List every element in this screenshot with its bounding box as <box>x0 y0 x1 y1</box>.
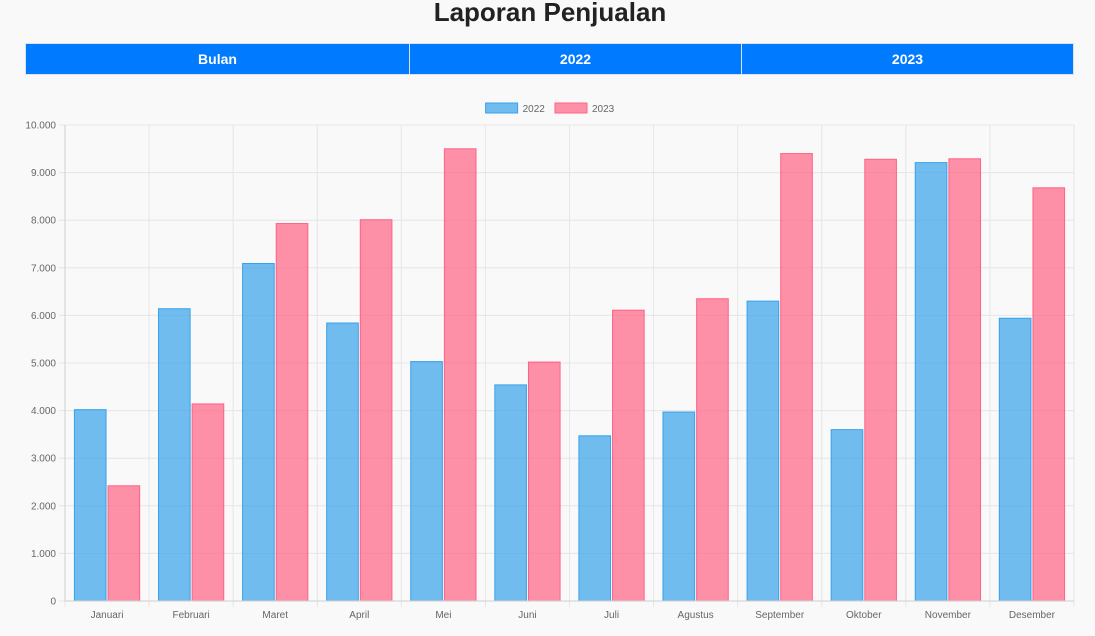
legend-label-2022[interactable]: 2022 <box>523 104 546 115</box>
bar-2022-april[interactable] <box>326 322 359 602</box>
bar-2023-april[interactable] <box>359 219 393 602</box>
chart-legend: 2022 2023 <box>485 102 615 115</box>
bar-2022-maret[interactable] <box>242 263 275 602</box>
x-tick-label: Mei <box>435 610 451 621</box>
bar-2022-juli[interactable] <box>578 435 612 602</box>
legend-swatch-2023[interactable] <box>554 102 588 114</box>
y-tick-label: 2.000 <box>31 501 56 512</box>
x-tick-label: Juli <box>604 610 619 621</box>
y-tick-label: 3.000 <box>31 454 56 465</box>
bar-2022-oktober[interactable] <box>830 429 864 602</box>
bar-2022-februari[interactable] <box>157 308 191 602</box>
y-tick-label: 1.000 <box>31 549 56 560</box>
y-tick-label: 8.000 <box>31 216 56 227</box>
x-tick-label: Maret <box>262 610 288 621</box>
bar-chart-svg: 0 1.000 2.000 3.000 4.000 5.000 6.000 7.000 8.00… <box>25 102 1075 621</box>
y-tick-label: 10.000 <box>25 121 56 132</box>
bar-2023-agustus[interactable] <box>696 298 729 602</box>
bar-2023-juli[interactable] <box>612 309 645 602</box>
axis-layer: 0 1.000 2.000 3.000 4.000 5.000 6.000 7.000 8.00… <box>25 121 1074 621</box>
x-tick-label: Februari <box>173 610 210 621</box>
bar-2023-oktober[interactable] <box>864 158 897 602</box>
bar-2022-juni[interactable] <box>494 384 527 602</box>
bar-2023-maret[interactable] <box>275 223 309 602</box>
bar-2022-desember[interactable] <box>998 317 1032 602</box>
x-tick-label: September <box>755 610 805 621</box>
x-tick-label: Juni <box>518 610 536 621</box>
bar-2022-agustus[interactable] <box>662 411 696 602</box>
header-2022: 2022 <box>409 43 742 75</box>
bar-2023-februari[interactable] <box>191 403 225 602</box>
bar-2023-desember[interactable] <box>1032 187 1066 602</box>
bar-2022-september[interactable] <box>746 300 780 602</box>
bar-2023-september[interactable] <box>780 153 813 602</box>
bar-2022-november[interactable] <box>914 162 948 602</box>
x-tick-label: Januari <box>91 610 124 621</box>
x-tick-label: Oktober <box>846 610 882 621</box>
y-tick-label: 4.000 <box>31 406 56 417</box>
bar-2023-november[interactable] <box>948 158 982 602</box>
y-tick-label: 5.000 <box>31 359 56 370</box>
y-tick-label: 9.000 <box>31 168 56 179</box>
bar-2022-januari[interactable] <box>73 409 107 602</box>
x-tick-label: April <box>349 610 369 621</box>
bar-2022-mei[interactable] <box>410 361 443 602</box>
sales-header-table: Bulan 2022 2023 <box>25 43 1074 75</box>
bar-2023-mei[interactable] <box>443 148 477 602</box>
x-tick-label: Desember <box>1009 610 1056 621</box>
page-title: Laporan Penjualan <box>433 0 667 27</box>
legend-label-2023[interactable]: 2023 <box>592 104 615 115</box>
y-tick-label: 0 <box>50 597 56 608</box>
bar-2023-juni[interactable] <box>527 361 561 602</box>
header-bulan: Bulan <box>25 43 410 75</box>
x-tick-label: Agustus <box>678 610 714 621</box>
header-2023: 2023 <box>741 43 1074 75</box>
y-tick-label: 7.000 <box>31 263 56 274</box>
x-tick-label: November <box>925 610 972 621</box>
sales-chart: 0 1.000 2.000 3.000 4.000 5.000 6.000 7.000 8.00… <box>0 96 1095 631</box>
header-row: Bulan 2022 2023 <box>25 43 1074 75</box>
legend-swatch-2022[interactable] <box>485 102 519 114</box>
y-tick-label: 6.000 <box>31 311 56 322</box>
bar-2023-januari[interactable] <box>107 485 141 602</box>
